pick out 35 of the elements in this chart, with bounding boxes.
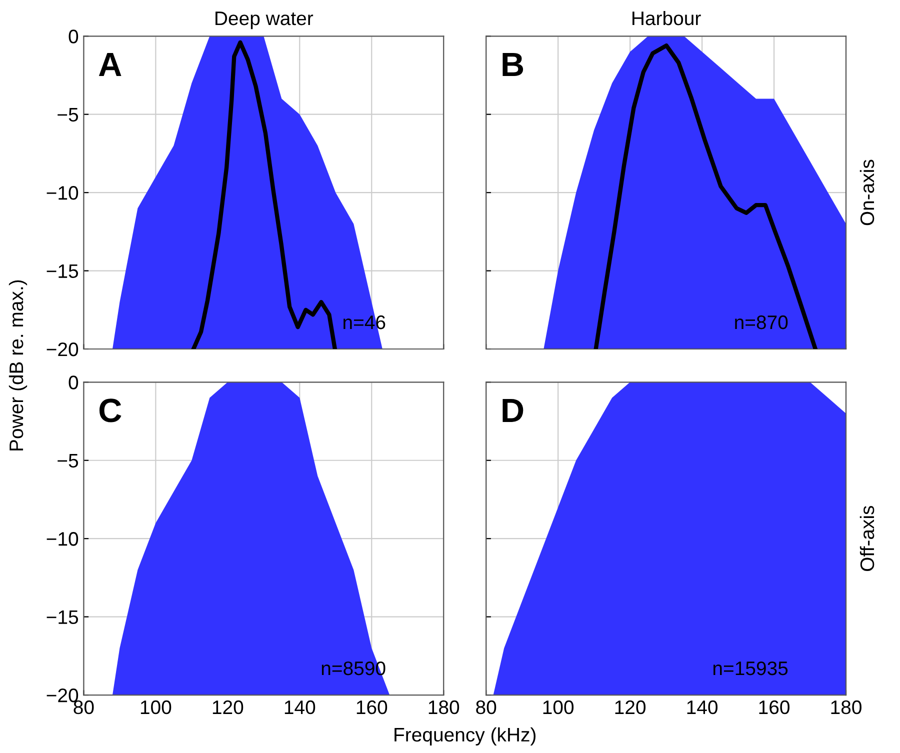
annotation: D <box>502 399 524 422</box>
y-tick-label: −15 <box>46 264 78 278</box>
x-tick-label: 100 <box>140 700 172 714</box>
x-tick-label: 140 <box>284 700 316 714</box>
x-tick-label: 140 <box>687 700 718 714</box>
x-tick-label: 180 <box>428 700 460 714</box>
y-tick-label: −5 <box>58 454 78 468</box>
line-series <box>191 40 338 349</box>
y2-axis-title: Off-axis <box>860 506 874 571</box>
x-tick-label: 160 <box>759 700 790 714</box>
y-tick-label: −5 <box>58 108 78 122</box>
annotation: n=870 <box>735 315 788 330</box>
y-tick-label: 0 <box>68 376 78 390</box>
x-tick-label: 80 <box>476 700 496 714</box>
x-tick-label: 180 <box>831 700 862 714</box>
chart-title: Deep water <box>216 12 314 30</box>
x-tick-label: 80 <box>74 700 94 714</box>
y-axis-title: Power (dB re. max.) <box>8 280 28 450</box>
y-tick-label: 0 <box>68 30 78 44</box>
y-tick-label: −20 <box>46 688 78 702</box>
y-tick-label: −10 <box>46 186 78 200</box>
y-tick-label: −10 <box>46 532 78 546</box>
annotation: n=15935 <box>713 661 788 676</box>
x-tick-label: 120 <box>615 700 646 714</box>
annotation: A <box>98 53 122 76</box>
y-tick-label: −20 <box>46 342 78 356</box>
annotation: B <box>502 53 524 76</box>
x-tick-label: 160 <box>356 700 388 714</box>
y2-axis-title: On-axis <box>860 160 874 226</box>
x-tick-label: 100 <box>543 700 574 714</box>
chart-title: Harbour <box>632 10 701 26</box>
annotation: C <box>99 398 122 422</box>
x-tick-label: 120 <box>212 700 244 714</box>
y-tick-label: −15 <box>46 610 78 624</box>
x-axis-title: Frequency (kHz) <box>394 727 536 746</box>
